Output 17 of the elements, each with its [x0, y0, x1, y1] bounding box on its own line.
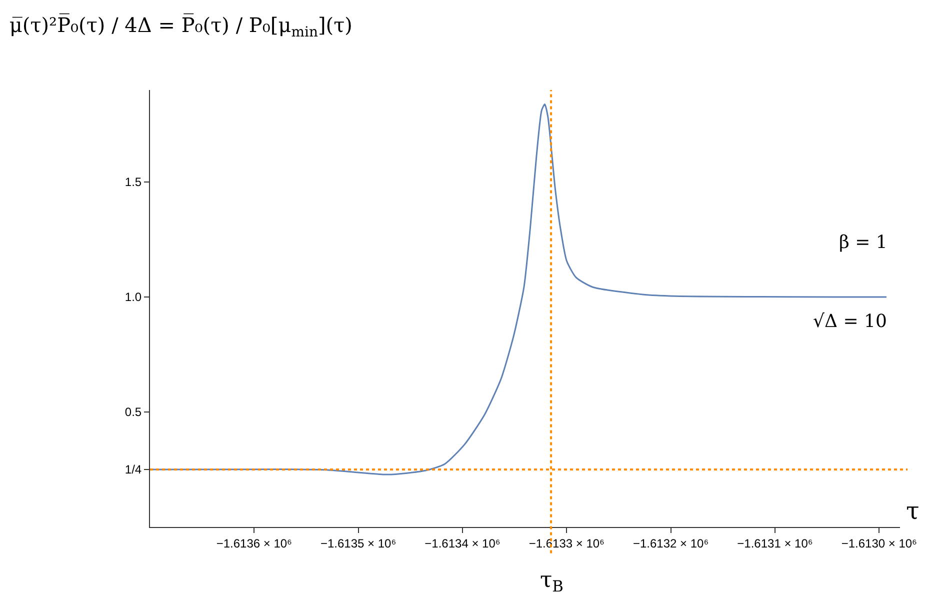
x-tick-label: −1.6135 × 10⁶	[320, 536, 396, 550]
x-tick-label: −1.6130 × 10⁶	[841, 536, 918, 550]
y-tick-label: 1.0	[124, 290, 142, 304]
x-tick-label: −1.6132 × 10⁶	[632, 536, 709, 550]
ref-line-label: τ$_{B}$	[540, 568, 564, 596]
x-tick-label: −1.6131 × 10⁶	[737, 536, 813, 550]
x-tick-label: −1.6136 × 10⁶	[216, 536, 292, 550]
chart-title: μ̅(τ)²P̅₀(τ) / 4Δ = P̅₀(τ) / P₀[μ$_{min}$](τ)	[9, 12, 352, 40]
x-tick-label: −1.6133 × 10⁶	[528, 536, 605, 550]
x-tick-label: −1.6134 × 10⁶	[424, 536, 500, 550]
y-tick-label: 0.5	[124, 405, 142, 420]
y-tick-label: 1/4	[124, 462, 142, 477]
x-axis-title: τ	[906, 497, 920, 525]
annotation: √Δ = 10	[813, 311, 887, 332]
line-series	[150, 104, 888, 476]
y-tick-label: 1.5	[124, 175, 142, 190]
annotation: β = 1	[839, 232, 888, 253]
